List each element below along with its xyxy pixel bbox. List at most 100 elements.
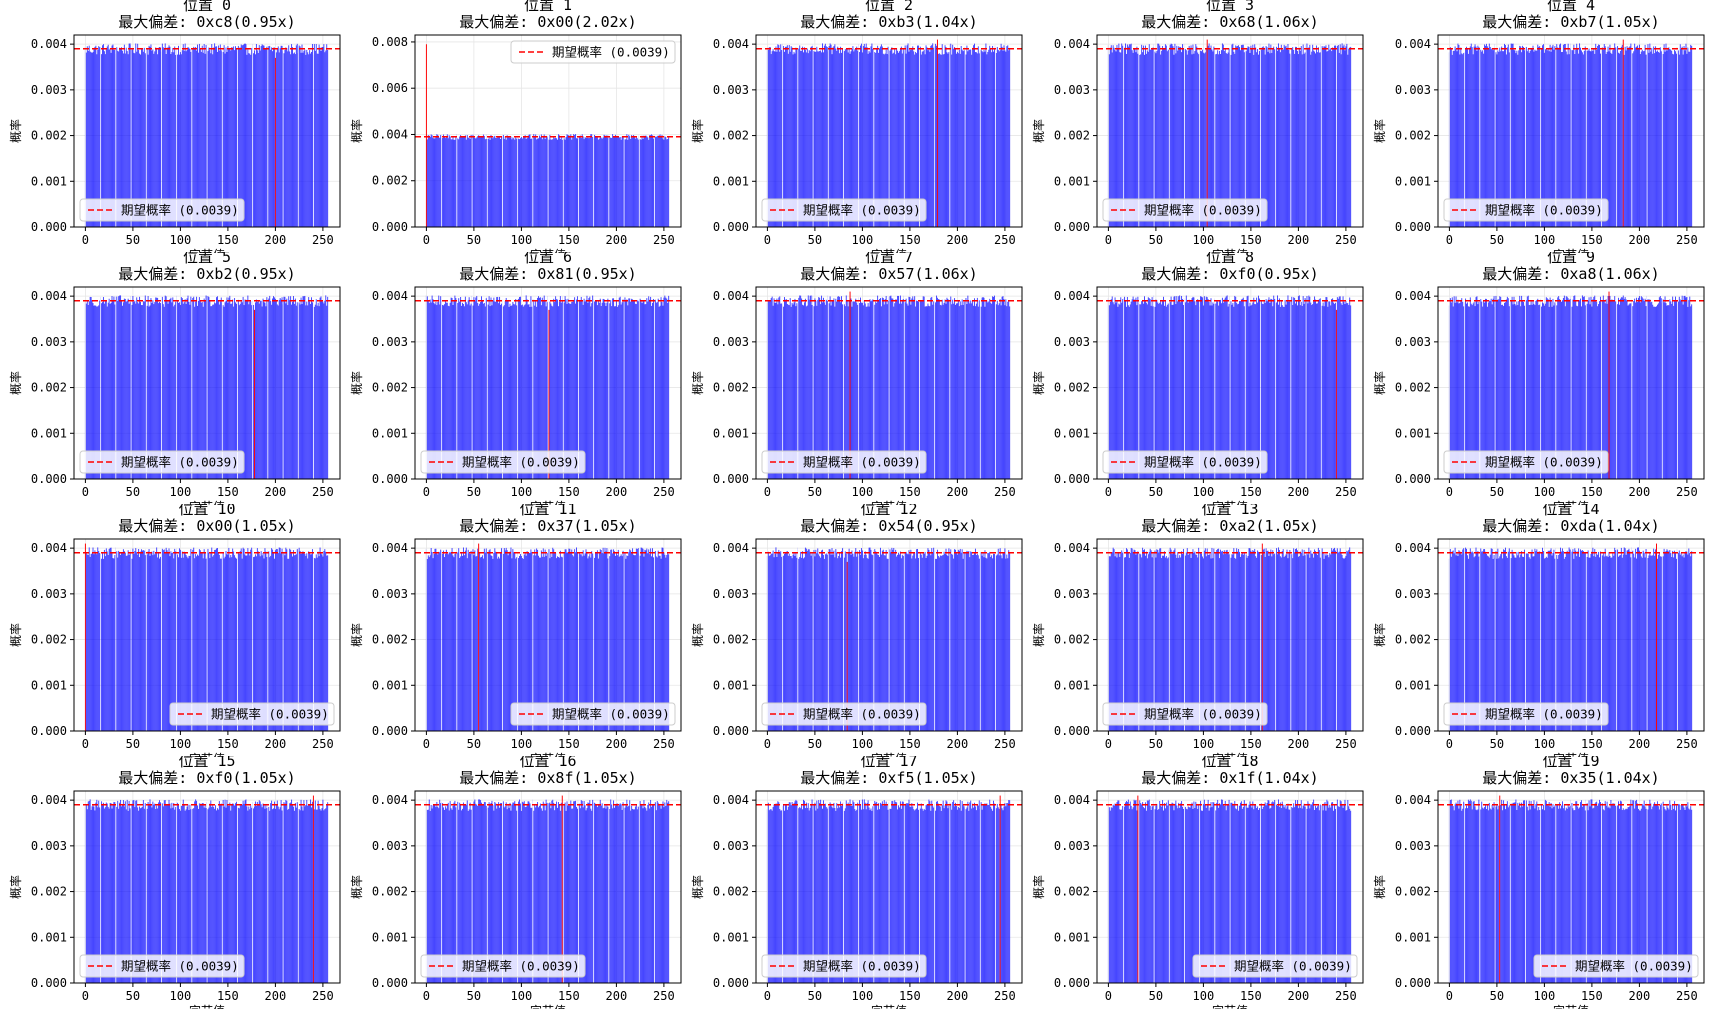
histogram-bar [955,53,957,227]
histogram-bar [874,52,876,227]
histogram-bar [578,301,580,479]
histogram-bar [961,49,963,228]
histogram-bar [107,555,109,731]
histogram-bar [901,53,903,227]
histogram-bar [1241,298,1243,479]
histogram-bar [290,802,292,983]
histogram-bar [1177,301,1179,479]
histogram-bar [1604,303,1606,479]
histogram-bar [610,549,612,731]
histogram-bar [942,304,944,479]
histogram-bar [304,295,306,479]
histogram-bar [807,53,809,227]
histogram-bar [1210,45,1212,228]
histogram-bar [92,51,94,228]
histogram-bar [135,43,137,227]
histogram-bar [1682,554,1684,731]
histogram-bar [528,134,530,227]
histogram-bar [143,301,145,479]
histogram-bar [802,551,804,731]
histogram-bar [1502,51,1504,227]
histogram-bar [460,297,462,479]
histogram-bar [1308,295,1310,479]
histogram-bar [828,303,830,479]
histogram-bar [159,302,161,479]
histogram-bar [1318,52,1320,228]
histogram-bar [1007,558,1009,731]
histogram-bar [1334,547,1335,731]
histogram-bar [91,806,93,983]
histogram-bar [324,52,326,228]
histogram-bar [311,549,313,731]
histogram-bar [101,303,103,479]
histogram-bar [1613,555,1615,731]
histogram-bar [1222,44,1224,228]
histogram-bar [285,799,287,983]
histogram-bar [464,550,466,731]
histogram-bar [437,302,439,479]
histogram-bar [443,550,444,731]
histogram-bar [213,555,215,731]
histogram-bar [1008,50,1010,227]
histogram-bar [591,134,593,227]
chart-title-position: 位置 14 [1542,504,1599,518]
histogram-bar [1216,53,1218,228]
histogram-bar [248,806,250,983]
histogram-bar [956,554,958,731]
histogram-bar [434,548,436,731]
histogram-bar [204,53,206,227]
histogram-bar [225,47,227,227]
histogram-bar [322,301,324,479]
histogram-bar [216,808,218,983]
histogram-bar [659,555,661,731]
histogram-bar [168,45,170,228]
histogram-bar [1691,45,1693,227]
histogram-bar [585,137,587,227]
histogram-bar [798,558,800,731]
histogram-bar [821,52,823,227]
y-tick-label: 0.002 [31,129,67,143]
histogram-bar [543,803,545,983]
histogram-bar [1542,44,1544,227]
histogram-bar [1461,554,1463,731]
x-tick-label: 50 [467,485,481,499]
histogram-bar [932,304,934,479]
histogram-bar [429,555,431,731]
histogram-bar [1143,550,1145,731]
x-tick-label: 250 [994,485,1016,499]
histogram-bar [1627,549,1629,731]
x-axis-label: 字节值 [530,751,566,757]
histogram-bar [1331,299,1333,479]
histogram-bar [922,296,924,479]
histogram-bar [584,301,586,479]
histogram-bar [662,138,664,227]
histogram-bar [102,804,103,983]
histogram-bar [112,44,114,227]
histogram-bar [1334,45,1335,227]
histogram-bar [829,296,831,479]
histogram-bar [1009,553,1011,731]
histogram-bar [1325,297,1327,479]
histogram-bar [1677,50,1679,228]
histogram-bar [272,809,274,983]
histogram-bar [495,138,497,227]
histogram-bar [773,298,775,479]
histogram-bar [556,299,558,479]
histogram-bar [447,138,449,227]
histogram-bar [1531,549,1533,731]
histogram-bar [955,549,956,731]
y-tick-label: 0.004 [1395,289,1431,303]
histogram-bar [111,808,113,983]
histogram-bar [779,552,781,731]
histogram-bar [1109,301,1111,479]
histogram-bar [1201,51,1202,227]
histogram-bar [820,304,822,479]
x-tick-label: 200 [265,233,287,247]
histogram-bar [1486,555,1488,731]
histogram-bar [923,49,925,227]
histogram-bar [1209,553,1211,731]
histogram-bar [1302,555,1304,731]
histogram-bar [652,298,654,479]
histogram-bar [1006,46,1008,227]
histogram-bar [90,296,92,479]
